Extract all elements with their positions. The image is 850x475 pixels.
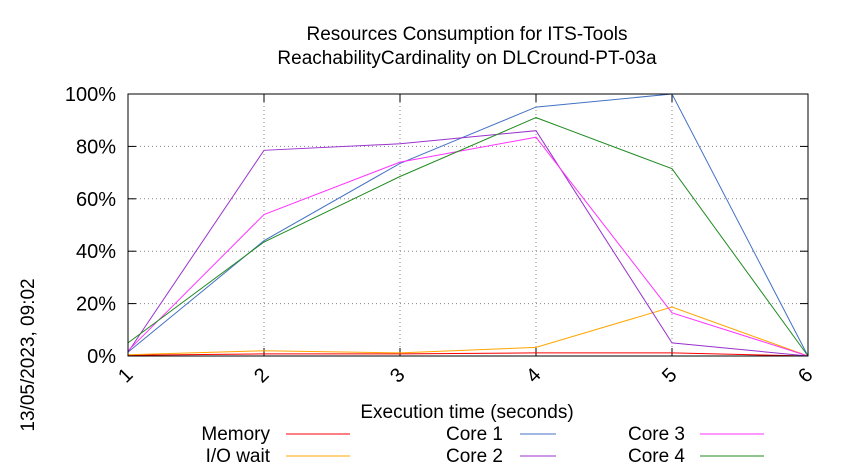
legend-label: I/O wait	[206, 446, 271, 467]
y-tick-label: 100%	[65, 84, 116, 106]
x-axis-label: Execution time (seconds)	[360, 402, 573, 423]
legend-label: Core 4	[628, 446, 685, 467]
series-line-memory	[127, 352, 809, 357]
x-tick-label: 1	[114, 364, 137, 387]
chart-title-line2: ReachabilityCardinality on DLCround-PT-0…	[277, 48, 657, 69]
x-tick-label: 5	[658, 364, 681, 387]
x-tick-label: 3	[386, 364, 409, 387]
series-line-core-1	[127, 93, 809, 357]
series-line-core-3	[127, 136, 809, 357]
y-axis-ticks: 0% 20% 40% 60% 80% 100%	[65, 84, 808, 368]
legend-label: Core 1	[446, 424, 503, 445]
y-tick-label: 0%	[87, 346, 116, 368]
x-tick-label: 6	[794, 364, 817, 387]
timestamp-label: 13/05/2023, 09:02	[18, 278, 39, 431]
x-tick-label: 2	[250, 364, 273, 387]
y-tick-label: 20%	[76, 294, 116, 316]
y-tick-label: 60%	[76, 189, 116, 211]
legend-label: Core 3	[628, 424, 685, 445]
x-axis-ticks: 1 2 3 4 5 6	[114, 94, 817, 387]
legend-label: Core 2	[446, 446, 503, 467]
y-tick-label: 40%	[76, 241, 116, 263]
x-tick-label: 4	[522, 364, 545, 387]
y-tick-label: 80%	[76, 136, 116, 158]
grid-lines	[128, 94, 808, 356]
series-line-core-2	[127, 130, 809, 357]
series-line-i-o-wait	[127, 306, 809, 357]
chart-title-line1: Resources Consumption for ITS-Tools	[306, 24, 627, 45]
plot-frame	[127, 93, 809, 357]
series-line-core-4	[127, 117, 809, 357]
legend-label: Memory	[201, 424, 270, 445]
series-lines	[127, 93, 809, 357]
